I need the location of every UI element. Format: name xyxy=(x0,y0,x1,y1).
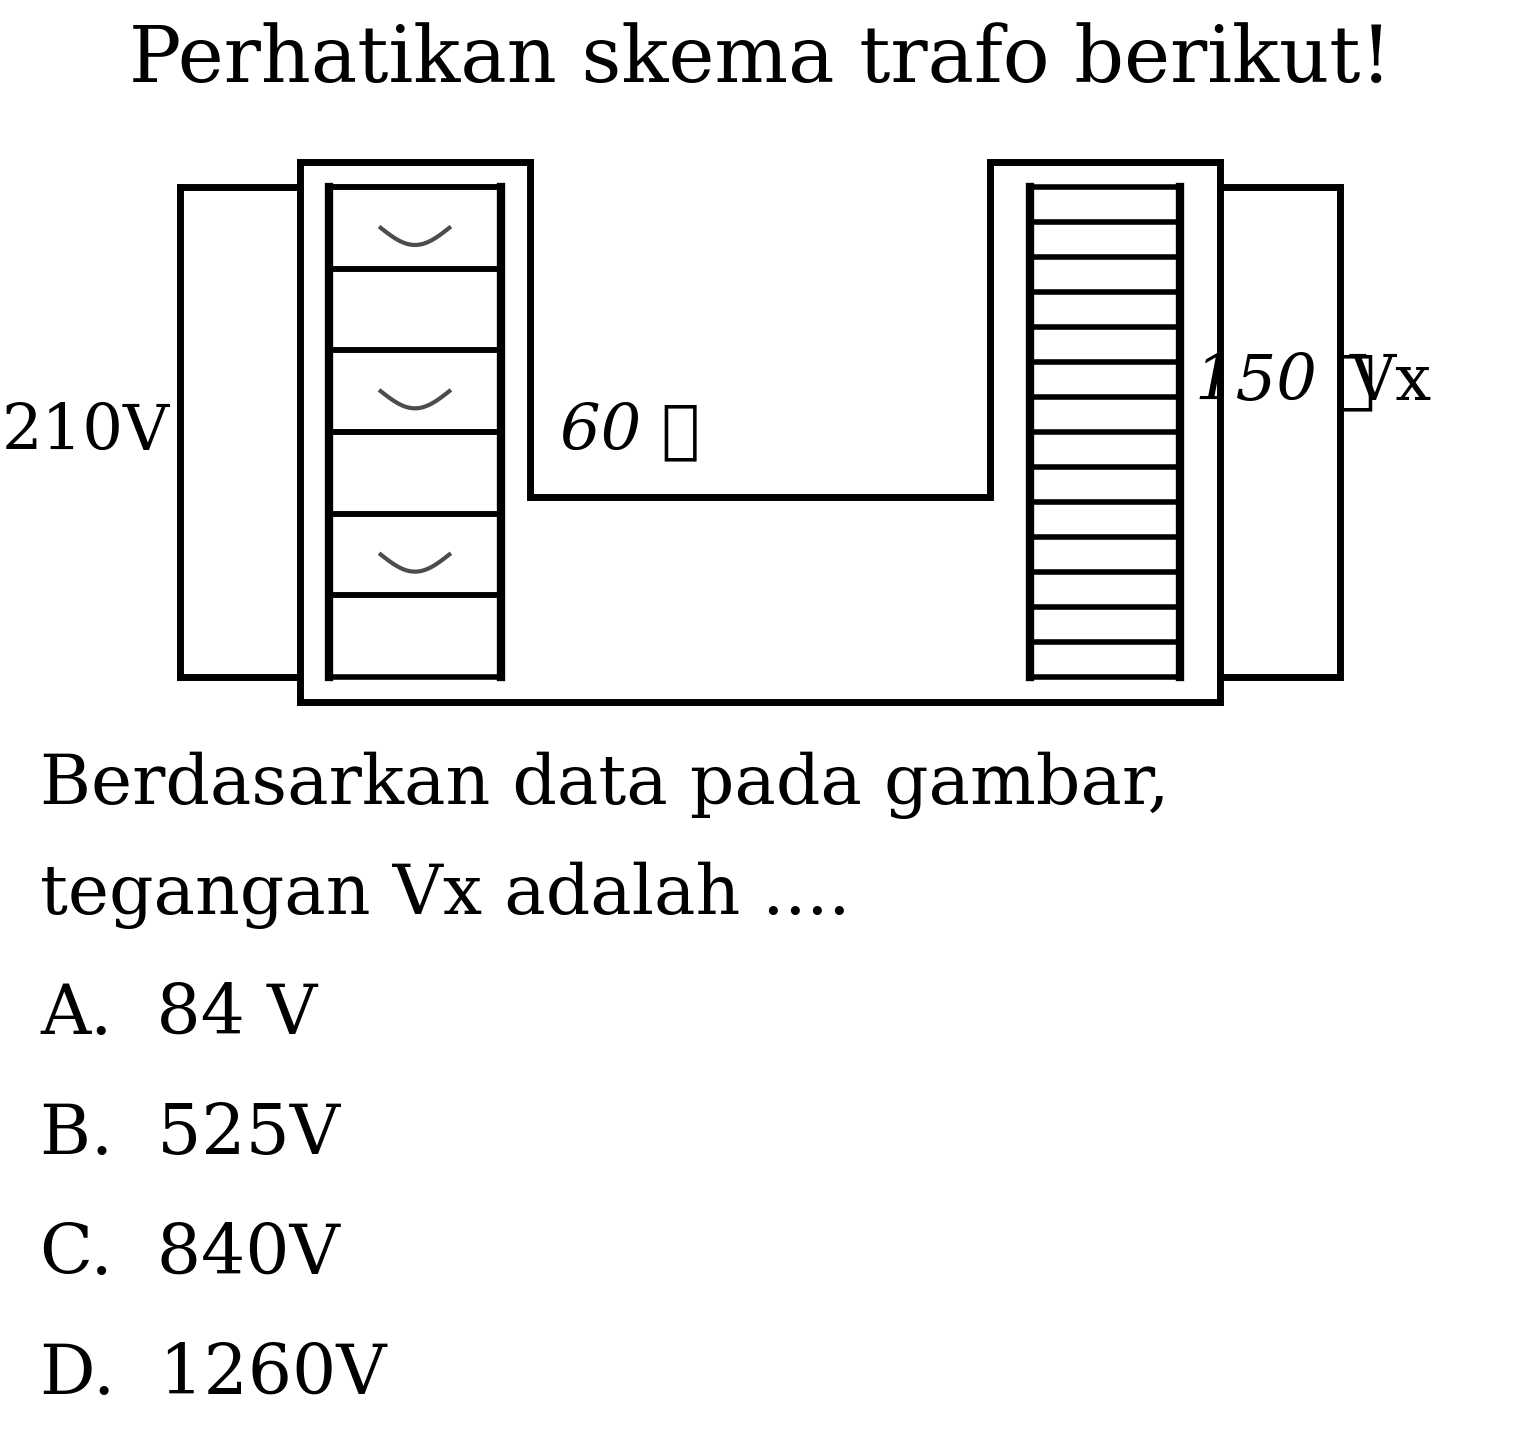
Text: C.  840V: C. 840V xyxy=(40,1223,340,1288)
Text: Berdasarkan data pada gambar,: Berdasarkan data pada gambar, xyxy=(40,752,1169,819)
Text: A.  84 V: A. 84 V xyxy=(40,982,318,1048)
Text: tegangan Vx adalah ....: tegangan Vx adalah .... xyxy=(40,862,850,929)
Text: D.  1260V: D. 1260V xyxy=(40,1342,386,1408)
Text: B.  525V: B. 525V xyxy=(40,1102,340,1169)
Text: Vx: Vx xyxy=(1350,351,1432,412)
Text: 210V: 210V xyxy=(2,401,170,463)
Text: 60 ℓ: 60 ℓ xyxy=(559,401,699,463)
Text: Perhatikan skema trafo berikut!: Perhatikan skema trafo berikut! xyxy=(129,22,1391,97)
Text: 150 ℓ: 150 ℓ xyxy=(1195,351,1376,412)
